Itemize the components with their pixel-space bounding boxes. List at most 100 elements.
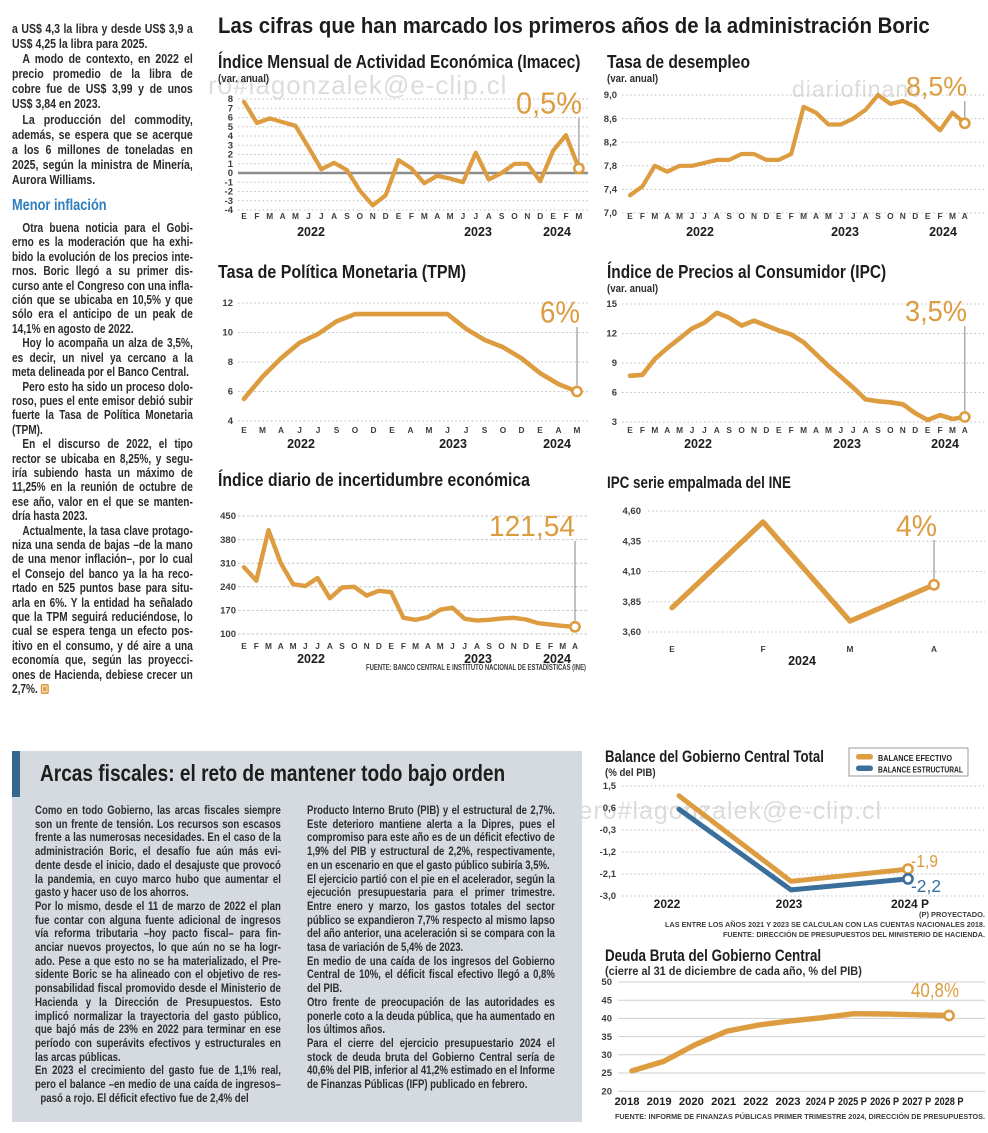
svg-text:-3,0: -3,0	[600, 891, 616, 902]
svg-text:-2,1: -2,1	[600, 869, 617, 880]
svg-text:E: E	[627, 211, 633, 221]
svg-text:D: D	[537, 211, 543, 221]
svg-text:J: J	[690, 211, 695, 221]
svg-text:M: M	[825, 211, 832, 221]
svg-text:3: 3	[612, 417, 617, 428]
svg-text:M: M	[949, 425, 956, 435]
svg-text:A: A	[556, 425, 562, 435]
svg-text:2020: 2020	[679, 1096, 704, 1108]
svg-text:F: F	[401, 641, 406, 651]
svg-text:450: 450	[220, 511, 236, 522]
svg-text:F: F	[937, 211, 942, 221]
svg-text:M: M	[292, 211, 299, 221]
svg-text:-0,3: -0,3	[600, 825, 616, 836]
svg-text:2022: 2022	[686, 225, 714, 239]
svg-text:A: A	[486, 211, 492, 221]
svg-text:A: A	[863, 425, 869, 435]
svg-text:F: F	[937, 425, 942, 435]
svg-text:6: 6	[228, 113, 233, 124]
svg-text:E: E	[535, 641, 541, 651]
svg-text:E: E	[241, 641, 247, 651]
svg-text:-1: -1	[225, 177, 234, 188]
svg-text:D: D	[912, 211, 918, 221]
svg-text:J: J	[851, 425, 856, 435]
svg-text:J: J	[838, 211, 843, 221]
svg-text:A: A	[474, 641, 480, 651]
svg-text:D: D	[912, 425, 918, 435]
svg-text:S: S	[875, 425, 881, 435]
svg-text:M: M	[259, 425, 266, 435]
svg-text:25: 25	[601, 1068, 612, 1079]
svg-text:40: 40	[601, 1014, 612, 1025]
svg-text:M: M	[290, 641, 297, 651]
svg-text:2023: 2023	[831, 225, 859, 239]
svg-text:E: E	[669, 644, 675, 654]
svg-text:-1,9: -1,9	[911, 851, 938, 871]
svg-text:E: E	[550, 211, 556, 221]
svg-text:5: 5	[228, 122, 234, 133]
svg-text:2022: 2022	[684, 437, 712, 451]
svg-text:2025 P: 2025 P	[838, 1096, 867, 1108]
svg-text:N: N	[511, 641, 517, 651]
svg-text:12: 12	[606, 329, 617, 340]
svg-text:E: E	[537, 425, 543, 435]
svg-text:2: 2	[228, 150, 233, 161]
svg-text:S: S	[344, 211, 350, 221]
svg-text:1,5: 1,5	[603, 781, 617, 792]
svg-text:2027 P: 2027 P	[902, 1096, 931, 1108]
svg-text:6: 6	[228, 387, 233, 398]
svg-text:M: M	[676, 211, 683, 221]
svg-text:J: J	[690, 425, 695, 435]
svg-text:100: 100	[220, 629, 236, 640]
svg-text:FUENTE: DIRECCIÓN DE PRESUPUES: FUENTE: DIRECCIÓN DE PRESUPUESTOS DEL MI…	[723, 930, 985, 939]
svg-text:S: S	[486, 641, 492, 651]
svg-text:J: J	[851, 211, 856, 221]
svg-text:S: S	[339, 641, 345, 651]
svg-text:6%: 6%	[540, 295, 580, 330]
svg-text:O: O	[887, 425, 894, 435]
svg-text:M: M	[676, 425, 683, 435]
svg-text:D: D	[763, 211, 769, 221]
svg-text:9,0: 9,0	[604, 90, 617, 101]
svg-text:-2: -2	[225, 187, 233, 198]
svg-text:8,2: 8,2	[604, 137, 617, 148]
svg-text:7,0: 7,0	[604, 208, 617, 219]
svg-text:M: M	[575, 211, 582, 221]
svg-text:-3: -3	[225, 196, 233, 207]
svg-text:J: J	[445, 425, 450, 435]
svg-text:E: E	[241, 425, 247, 435]
svg-text:E: E	[241, 211, 247, 221]
svg-text:S: S	[726, 211, 732, 221]
svg-text:N: N	[370, 211, 376, 221]
svg-text:O: O	[887, 211, 894, 221]
svg-text:O: O	[351, 641, 358, 651]
svg-text:2023: 2023	[464, 225, 492, 239]
svg-text:240: 240	[220, 582, 236, 593]
svg-text:2023: 2023	[833, 437, 861, 451]
svg-text:O: O	[500, 425, 507, 435]
svg-text:8: 8	[228, 94, 233, 105]
svg-text:BALANCE ESTRUCTURAL: BALANCE ESTRUCTURAL	[878, 765, 963, 775]
svg-text:7,8: 7,8	[604, 161, 617, 172]
svg-text:LAS ENTRE LOS AÑOS 2021 Y 2023: LAS ENTRE LOS AÑOS 2021 Y 2023 SE CALCUL…	[665, 920, 985, 929]
svg-text:2024 P: 2024 P	[806, 1096, 835, 1108]
svg-text:8,5%: 8,5%	[906, 72, 967, 102]
svg-text:M: M	[421, 211, 428, 221]
svg-text:S: S	[334, 425, 340, 435]
svg-text:2022: 2022	[743, 1096, 768, 1108]
svg-text:12: 12	[222, 298, 233, 309]
svg-text:J: J	[464, 425, 469, 435]
svg-text:A: A	[664, 211, 670, 221]
svg-text:2024: 2024	[788, 654, 816, 668]
svg-text:3,5%: 3,5%	[905, 296, 967, 328]
svg-text:A: A	[434, 211, 440, 221]
svg-text:O: O	[738, 211, 745, 221]
svg-text:M: M	[412, 641, 419, 651]
svg-text:M: M	[651, 211, 658, 221]
svg-text:A: A	[331, 211, 337, 221]
svg-text:M: M	[559, 641, 566, 651]
svg-text:0,5%: 0,5%	[516, 87, 582, 121]
svg-text:M: M	[651, 425, 658, 435]
svg-text:N: N	[751, 425, 757, 435]
svg-text:E: E	[389, 425, 395, 435]
